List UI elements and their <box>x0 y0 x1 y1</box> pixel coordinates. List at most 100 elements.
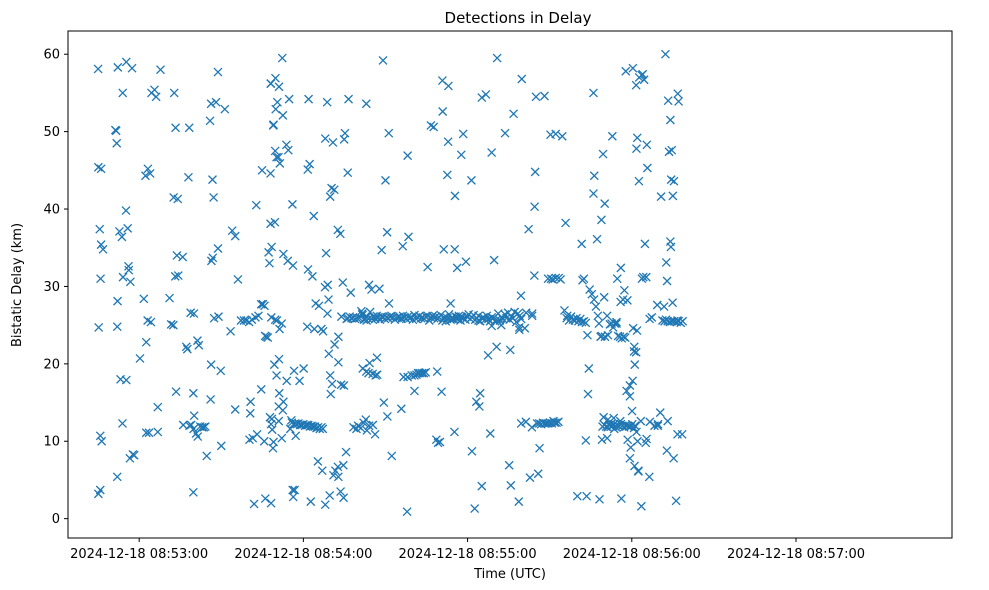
data-point <box>449 427 459 437</box>
data-point <box>233 275 243 284</box>
data-point <box>209 192 219 202</box>
data-point <box>471 397 481 407</box>
data-point <box>446 299 456 308</box>
data-point <box>264 247 274 257</box>
data-point <box>577 239 587 249</box>
data-point <box>638 272 648 282</box>
x-axis-label: Time (UTC) <box>473 567 546 582</box>
data-point <box>186 420 196 430</box>
data-point <box>327 379 337 389</box>
data-point <box>260 301 269 311</box>
data-point <box>169 88 179 98</box>
data-point <box>368 420 378 430</box>
data-point <box>96 164 106 174</box>
data-point <box>140 171 150 181</box>
data-point <box>514 325 524 335</box>
data-point <box>487 321 497 331</box>
data-point <box>474 401 484 411</box>
data-point <box>656 192 666 202</box>
data-point <box>329 470 338 480</box>
data-point <box>527 422 537 432</box>
data-point <box>591 302 601 312</box>
data-point <box>603 330 613 340</box>
data-point <box>461 257 471 267</box>
data-point <box>426 120 436 130</box>
data-point <box>606 419 616 429</box>
data-point <box>447 314 457 324</box>
data-point <box>114 227 124 236</box>
data-point <box>421 367 431 377</box>
data-point <box>151 92 161 102</box>
data-point <box>664 147 674 157</box>
data-point <box>336 380 346 390</box>
data-point <box>673 316 682 325</box>
y-tick-label: 30 <box>43 280 60 295</box>
data-point <box>404 232 413 242</box>
data-point <box>230 231 240 241</box>
data-point <box>266 498 276 508</box>
data-point <box>582 330 592 340</box>
data-point <box>379 398 389 408</box>
data-point <box>193 432 203 442</box>
data-point <box>123 223 133 233</box>
data-point <box>609 424 619 434</box>
data-point <box>246 397 256 407</box>
data-point <box>435 437 445 447</box>
data-point <box>213 244 223 253</box>
data-point <box>271 104 281 114</box>
data-point <box>365 358 375 368</box>
data-point <box>263 333 273 342</box>
data-point <box>384 128 394 138</box>
data-point <box>450 191 460 201</box>
data-point <box>306 497 316 507</box>
data-point <box>533 469 543 479</box>
data-point <box>669 453 679 463</box>
data-point <box>667 145 677 155</box>
data-point <box>527 309 537 318</box>
data-point <box>189 411 199 421</box>
data-point <box>303 165 313 175</box>
y-axis: 0 10 20 30 40 50 60 <box>43 48 68 527</box>
data-point <box>668 298 678 308</box>
data-point <box>531 92 541 102</box>
data-point <box>641 438 651 448</box>
data-point <box>370 429 380 439</box>
data-point <box>583 389 593 399</box>
data-point <box>616 263 626 273</box>
data-point <box>372 370 382 380</box>
data-point <box>227 226 237 236</box>
data-point <box>141 337 151 347</box>
data-point <box>647 312 657 322</box>
data-point <box>309 324 319 334</box>
data-point <box>632 133 642 143</box>
data-point <box>278 397 288 407</box>
data-point <box>557 131 567 141</box>
data-point <box>517 74 527 84</box>
data-point <box>644 472 654 482</box>
data-point <box>260 494 270 503</box>
data-point <box>302 322 312 332</box>
data-point <box>200 422 210 431</box>
data-point <box>595 494 604 504</box>
data-point <box>552 418 561 428</box>
data-point <box>597 435 607 445</box>
data-point <box>272 370 282 380</box>
data-point <box>665 115 675 125</box>
data-point <box>93 162 103 172</box>
data-point <box>277 53 287 63</box>
data-point <box>561 218 571 228</box>
data-point <box>129 450 139 460</box>
data-point <box>439 244 449 254</box>
data-point <box>146 317 156 327</box>
data-point <box>367 285 376 294</box>
data-point <box>659 302 669 312</box>
data-point <box>336 312 346 322</box>
data-point <box>165 293 174 303</box>
data-point <box>429 122 439 132</box>
x-tick-label: 2024-12-18 08:56:00 <box>563 547 701 562</box>
data-point <box>666 242 676 252</box>
y-tick-label: 10 <box>43 435 60 450</box>
data-point <box>272 97 282 107</box>
data-point <box>638 69 648 79</box>
x-tick-label: 2024-12-18 08:54:00 <box>234 547 372 562</box>
